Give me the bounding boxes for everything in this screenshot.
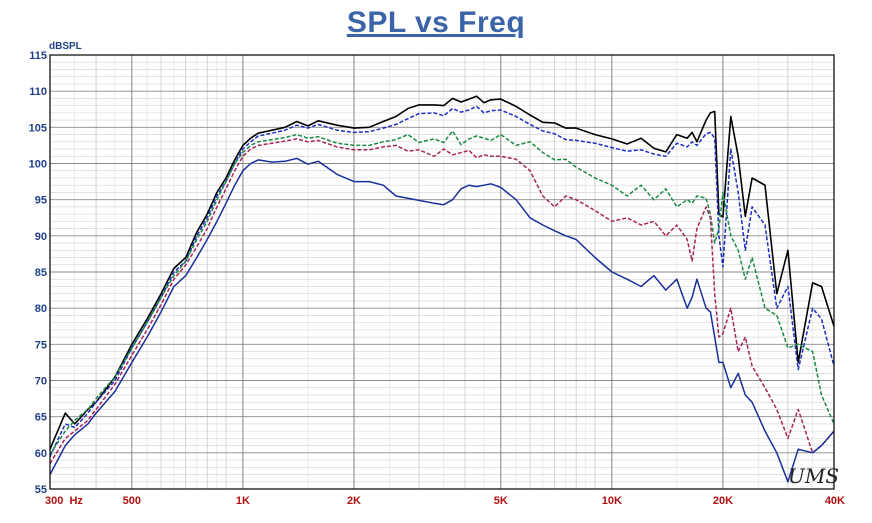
x-tick-label: 10K	[602, 495, 622, 507]
signature: UMS	[788, 464, 839, 488]
y-tick-label: 70	[35, 376, 47, 388]
x-tick-label: 500	[123, 495, 141, 507]
x-tick-label: 2K	[347, 495, 361, 507]
y-tick-label: 85	[35, 267, 47, 279]
series-line-5	[49, 157, 835, 483]
series-line-1	[49, 95, 835, 450]
y-tick-label: 75	[35, 339, 47, 351]
x-tick-labels: 300 Hz 500 1K 2K 5K 10K 20K 40K	[45, 495, 845, 507]
x-tick-label: 300 Hz	[45, 495, 83, 507]
y-axis-unit: dBSPL	[49, 41, 82, 52]
series-line-4	[49, 138, 835, 465]
y-tick-label: 65	[35, 412, 47, 424]
y-tick-label: 80	[35, 303, 47, 315]
x-tick-label: 20K	[713, 495, 733, 507]
y-tick-labels: 55 60 65 70 75 80 85 90 95 100 105 110 115	[29, 50, 47, 496]
y-tick-label: 115	[29, 50, 47, 62]
y-tick-label: 55	[35, 484, 47, 496]
y-tick-label: 100	[29, 159, 47, 171]
y-tick-label: 90	[35, 231, 47, 243]
y-tick-label: 95	[35, 195, 47, 207]
chart-title: SPL vs Freq	[346, 6, 526, 39]
y-tick-label: 110	[29, 86, 47, 98]
x-tick-label: 1K	[236, 495, 250, 507]
series-line-2	[49, 105, 835, 457]
series-line-3	[49, 130, 835, 455]
x-tick-label: 5K	[494, 495, 508, 507]
y-tick-label: 60	[35, 448, 47, 460]
series-layer	[49, 95, 835, 483]
x-tick-label: 40K	[825, 495, 845, 507]
y-tick-label: 105	[29, 122, 47, 134]
plot-frame	[49, 54, 835, 490]
